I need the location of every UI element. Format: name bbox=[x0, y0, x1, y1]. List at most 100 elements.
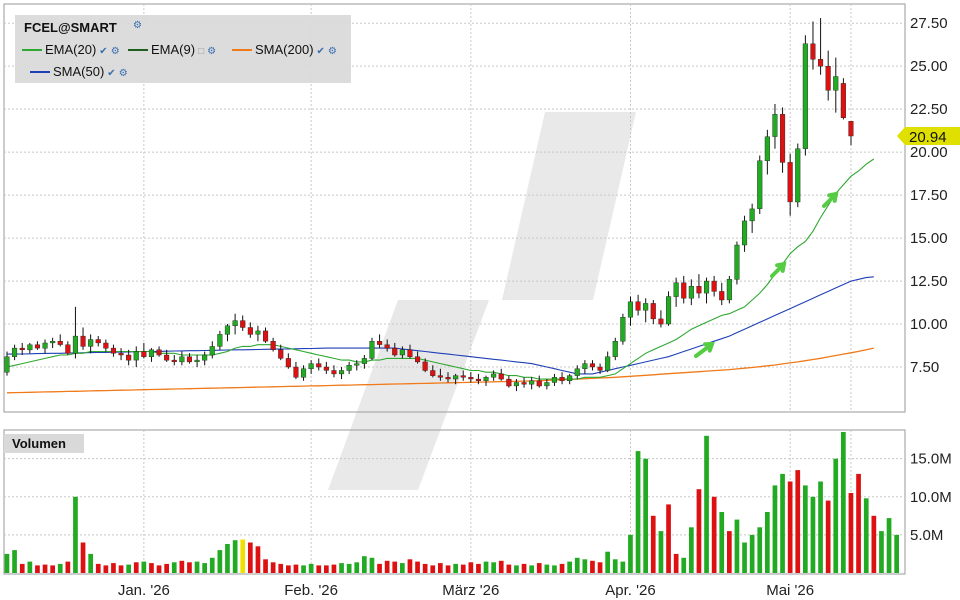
gear-icon[interactable]: ⚙ bbox=[133, 20, 142, 31]
candle-body bbox=[787, 162, 793, 203]
volume-bar bbox=[483, 561, 489, 573]
volume-bar bbox=[422, 563, 428, 573]
volume-bar bbox=[209, 557, 215, 573]
legend-ema20[interactable]: EMA(20) ✔ ⚙ bbox=[22, 42, 120, 57]
volume-bar bbox=[286, 565, 291, 573]
candle-body bbox=[293, 366, 299, 378]
volume-bar bbox=[514, 565, 519, 573]
check-icon[interactable]: ✔ bbox=[99, 46, 108, 57]
price-tick-label: 25.00 bbox=[910, 58, 948, 75]
volume-bar bbox=[316, 565, 322, 573]
volume-bar bbox=[825, 500, 831, 573]
candle-body bbox=[34, 344, 40, 349]
volume-bar bbox=[491, 562, 496, 573]
candle-body bbox=[780, 114, 786, 163]
volume-bar bbox=[841, 432, 846, 573]
candle-body bbox=[506, 378, 512, 387]
gear-icon[interactable]: ⚙ bbox=[110, 46, 120, 57]
volume-bar bbox=[118, 565, 124, 573]
volume-bar bbox=[255, 546, 261, 573]
volume-bar bbox=[133, 562, 139, 573]
volume-bar bbox=[187, 562, 192, 573]
last-price-tag bbox=[897, 126, 960, 145]
trend-arrow-head bbox=[827, 191, 839, 203]
candle-body bbox=[186, 356, 193, 363]
candle-body bbox=[833, 76, 839, 91]
candle-body bbox=[194, 359, 200, 363]
volume-bar bbox=[460, 564, 466, 573]
candle-body bbox=[209, 346, 215, 356]
legend-ema9[interactable]: EMA(9) □ ⚙ bbox=[128, 42, 216, 57]
volume-bar bbox=[689, 527, 694, 573]
axis-layer: 7.50 10.00 12.50 15.00 17.50 20.00 22.50 25.00 2… bbox=[118, 15, 960, 599]
volume-bar bbox=[65, 561, 71, 573]
legend-sma50[interactable]: SMA(50) ✔ ⚙ bbox=[30, 64, 128, 79]
candle-body bbox=[711, 280, 717, 292]
candle-body bbox=[445, 377, 451, 380]
volume-bar bbox=[225, 544, 230, 573]
candle-body bbox=[323, 366, 329, 371]
candle-body bbox=[11, 347, 18, 357]
price-series-layer bbox=[4, 18, 875, 394]
legend-sma200[interactable]: SMA(200) ✔ ⚙ bbox=[232, 42, 337, 57]
volume-bar bbox=[521, 563, 527, 573]
candle-body bbox=[4, 356, 10, 373]
candle-body bbox=[475, 378, 482, 382]
candle-body bbox=[726, 279, 732, 301]
check-icon[interactable]: ✔ bbox=[316, 46, 325, 57]
candle-body bbox=[164, 354, 170, 361]
candle-body bbox=[498, 373, 504, 380]
volume-bar bbox=[80, 542, 86, 573]
candle-body bbox=[825, 65, 831, 91]
candle-body bbox=[574, 368, 580, 376]
check-icon[interactable]: ✔ bbox=[107, 68, 116, 79]
volume-bar bbox=[339, 563, 344, 573]
volume-bar bbox=[886, 518, 892, 573]
checkbox-icon[interactable]: □ bbox=[198, 46, 205, 57]
candle-body bbox=[627, 301, 633, 318]
volume-bar bbox=[362, 556, 367, 573]
volume-bar bbox=[248, 542, 253, 573]
volume-bar bbox=[635, 451, 641, 573]
candle-body bbox=[734, 244, 740, 280]
volume-bar bbox=[111, 563, 116, 573]
volume-bar bbox=[232, 540, 238, 573]
x-tick-label: Apr. '26 bbox=[605, 582, 655, 599]
volume-bar bbox=[278, 563, 284, 573]
volume-bar bbox=[27, 561, 33, 573]
volume-bar bbox=[871, 515, 877, 573]
volume-tick-label: 15.0M bbox=[910, 451, 952, 468]
volume-bar bbox=[126, 564, 131, 573]
candle-body bbox=[232, 320, 238, 327]
candle-body bbox=[171, 359, 177, 363]
gear-icon[interactable]: ⚙ bbox=[327, 46, 337, 57]
volume-bar bbox=[308, 563, 314, 573]
volume-bar bbox=[12, 550, 17, 573]
volume-bar bbox=[704, 435, 709, 573]
gear-icon[interactable]: ⚙ bbox=[118, 68, 128, 79]
candle-body bbox=[247, 327, 253, 335]
trend-arrow-head bbox=[775, 261, 787, 273]
sma200-line bbox=[6, 347, 874, 394]
candle-body bbox=[179, 356, 185, 363]
candle-body bbox=[301, 368, 307, 378]
volume-bar bbox=[171, 562, 177, 573]
gear-icon[interactable]: ⚙ bbox=[207, 46, 217, 57]
candle-body bbox=[88, 339, 94, 347]
volume-bar bbox=[620, 561, 626, 573]
candle-body bbox=[263, 330, 269, 342]
candle-body bbox=[551, 377, 557, 383]
volume-bar bbox=[612, 559, 618, 573]
watermark-logo bbox=[328, 112, 636, 490]
candle-body bbox=[696, 286, 702, 294]
price-tick-label: 10.00 bbox=[910, 316, 948, 333]
volume-bar bbox=[536, 563, 542, 573]
candle-body bbox=[658, 318, 664, 325]
candle-body bbox=[392, 347, 398, 356]
volume-bar bbox=[194, 561, 200, 573]
candle-body bbox=[536, 380, 542, 387]
volume-bar bbox=[666, 504, 671, 573]
candle-body bbox=[384, 344, 390, 349]
volume-bar bbox=[324, 565, 329, 573]
volume-bar bbox=[856, 473, 861, 573]
